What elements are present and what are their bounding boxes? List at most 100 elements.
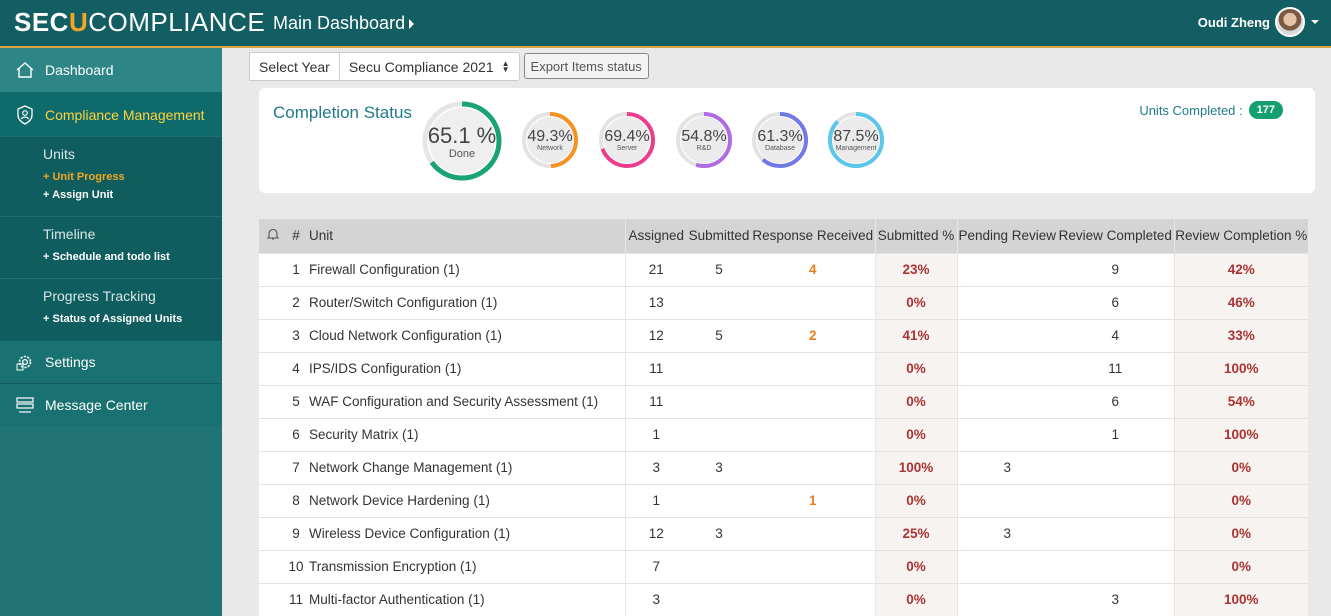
column-header[interactable]: Assigned [624,219,687,253]
table-cell: 0% [874,418,957,451]
unit-progress-table: # Unit Assigned Submitted Response Recei… [259,219,1308,616]
sidebar-item-dashboard[interactable]: Dashboard [0,48,222,93]
table-cell [956,253,1057,286]
sidebar-group-title: Units [43,146,75,162]
table-cell [751,550,875,583]
table-cell [687,484,751,517]
gauge-network: 49.3% Network [521,111,579,169]
gauge-value: 54.8% [681,128,727,145]
table-cell: 2 [808,328,817,343]
export-items-button[interactable]: Export Items status [523,53,649,79]
shield-user-icon [14,104,36,126]
column-header[interactable]: Review Completed [1058,228,1172,244]
table-cell: 6 [1111,394,1119,409]
sidebar-item-status-assigned[interactable]: + Status of Assigned Units [43,313,183,325]
table-cell [687,286,751,319]
table-cell: 25% [874,517,957,550]
table-row[interactable]: 4 IPS/IDS Configuration (1) 11 0% 11 100% [259,352,1308,385]
table-cell[interactable]: Firewall Configuration (1) [309,262,460,277]
units-completed-label: Units Completed : [1139,102,1243,118]
table-row[interactable]: 8 Network Device Hardening (1) 1 1 0% 0% [259,484,1308,517]
table-cell: 54% [1173,385,1308,418]
table-cell: 23% [874,253,957,286]
table-cell [751,517,875,550]
table-cell[interactable]: Multi-factor Authentication (1) [309,592,485,608]
table-row[interactable]: 10 Transmission Encryption (1) 7 0% 0% [259,550,1308,583]
table-cell: 6 [292,427,300,442]
caret-right-icon [409,19,415,30]
table-cell[interactable]: Security Matrix (1) [309,427,419,442]
gauge-label: R&D [696,145,712,152]
sidebar-group-progress-tracking: Progress Tracking + Status of Assigned U… [0,278,222,340]
gauge-value: 87.5% [833,128,879,145]
column-header[interactable]: # [292,228,300,244]
gauge-label: Network [537,145,563,152]
table-cell [956,550,1057,583]
sidebar-item-schedule[interactable]: + Schedule and todo list [43,251,170,263]
gauge-done: 65.1 % Done [421,100,503,182]
table-cell: 4 [808,262,817,277]
table-cell: 3 [624,583,687,616]
table-cell: 0% [1173,550,1308,583]
user-menu[interactable]: Oudi Zheng [1198,7,1319,37]
table-row[interactable]: 11 Multi-factor Authentication (1) 3 0% 3 100… [259,583,1308,616]
table-cell[interactable]: Network Device Hardening (1) [309,493,490,508]
row-spacer [259,352,287,385]
table-cell: 5 [715,328,723,343]
table-cell: 3 [715,526,723,541]
column-header[interactable]: Review Completion % [1173,219,1308,253]
row-spacer [259,253,287,286]
app-logo[interactable]: SECUCOMPLIANCE [14,7,266,37]
year-select[interactable]: Secu Compliance 2021 ▲ ▼ [339,52,520,81]
table-cell [751,385,875,418]
table-cell: 11 [1108,361,1123,376]
table-cell[interactable]: Router/Switch Configuration (1) [309,295,498,310]
sidebar-item-message-center[interactable]: Message Center [0,383,222,426]
row-spacer [259,517,287,550]
table-row[interactable]: 7 Network Change Management (1) 3 3 100% 3 0% [259,451,1308,484]
sidebar-item-unit-progress[interactable]: + Unit Progress [43,171,125,183]
column-header[interactable]: Pending Review [956,219,1057,253]
table-cell: 12 [624,517,687,550]
table-row[interactable]: 5 WAF Configuration and Security Assessme… [259,385,1308,418]
table-cell[interactable]: IPS/IDS Configuration (1) [309,361,462,376]
table-cell[interactable]: Network Change Management (1) [309,460,513,475]
completion-status-title: Completion Status [273,103,412,122]
table-cell [956,352,1057,385]
gauge-label: Server [616,145,638,152]
sidebar-item-assign-unit[interactable]: + Assign Unit [43,189,114,201]
table-cell [687,583,751,616]
table-cell[interactable]: Cloud Network Configuration (1) [309,328,502,343]
table-row[interactable]: 9 Wireless Device Configuration (1) 12 3 25%… [259,517,1308,550]
column-header[interactable]: Submitted [688,228,750,244]
table-cell[interactable]: Wireless Device Configuration (1) [309,526,511,541]
table-cell: 9 [292,526,300,541]
gauge-value: 49.3% [527,128,573,145]
table-cell: 10 [288,559,304,574]
table-row[interactable]: 6 Security Matrix (1) 1 0% 1 100% [259,418,1308,451]
column-header[interactable]: Response Received [752,228,874,244]
gauge-rnd: 54.8% R&D [675,111,733,169]
page-title-menu[interactable]: Main Dashboard [273,13,415,34]
table-cell [687,418,751,451]
table-cell: 11 [624,385,687,418]
column-header[interactable]: Unit [309,228,334,244]
gauge-label: Management [835,145,877,152]
table-cell [956,583,1057,616]
sidebar-item-compliance-management[interactable]: Compliance Management [0,93,222,136]
table-row[interactable]: 3 Cloud Network Configuration (1) 12 5 2 41% 4… [259,319,1308,352]
bell-icon[interactable] [259,219,287,253]
table-cell[interactable]: Transmission Encryption (1) [309,559,477,574]
sidebar-item-settings[interactable]: Settings [0,340,222,383]
sidebar-group-units: Units + Unit Progress + Assign Unit [0,136,222,216]
table-cell [1057,550,1174,583]
table-row[interactable]: 1 Firewall Configuration (1) 21 5 4 23% 9 42% [259,253,1308,286]
units-completed: Units Completed : 177 [1139,101,1283,119]
table-row[interactable]: 2 Router/Switch Configuration (1) 13 0% 6 46% [259,286,1308,319]
gauge-value: 65.1 % [427,123,497,148]
column-header[interactable]: Submitted % [874,219,957,253]
table-cell[interactable]: WAF Configuration and Security Assessmen… [309,394,599,409]
row-spacer [259,451,287,484]
gauge-server: 69.4% Server [598,111,656,169]
gauge-database: 61.3% Database [751,111,809,169]
